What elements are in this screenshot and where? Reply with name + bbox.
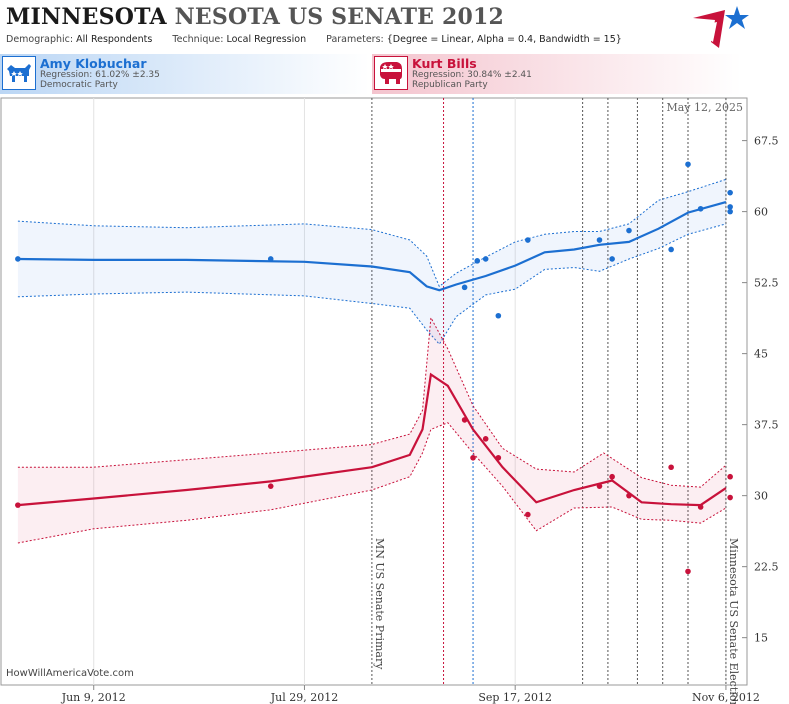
poll-point [727, 494, 733, 501]
candidate-name: Kurt Bills [412, 56, 477, 71]
poll-point [470, 454, 476, 461]
x-tick-label: Jul 29, 2012 [270, 691, 339, 704]
star-flag-logo-icon[interactable] [691, 4, 751, 48]
y-tick-label: 45 [754, 348, 768, 361]
poll-point [697, 504, 704, 510]
y-tick-label: 60 [754, 206, 768, 219]
candidate-bills[interactable]: Kurt Bills Regression: 30.84% ±2.41 Repu… [372, 54, 742, 94]
poll-point [482, 436, 489, 442]
poll-point [697, 205, 704, 212]
poll-point [474, 258, 481, 264]
poll-point [596, 483, 603, 489]
confidence-band [17, 179, 726, 345]
poll-point [495, 312, 502, 319]
poll-point [609, 473, 615, 480]
poll-point [525, 511, 531, 518]
candidate-party: Republican Party [412, 80, 488, 90]
event-label: MN US Senate Primary [373, 538, 386, 670]
watermark: HowWillAmericaVote.com [6, 668, 134, 679]
poll-point [609, 256, 615, 262]
candidate-klobuchar[interactable]: Amy Klobuchar Regression: 61.02% ±2.35 D… [0, 54, 370, 94]
poll-point [626, 227, 632, 234]
candidate-bar: Amy Klobuchar Regression: 61.02% ±2.35 D… [0, 54, 789, 94]
candidate-name: Amy Klobuchar [40, 56, 147, 71]
poll-point [727, 204, 733, 210]
trend-line [17, 372, 727, 507]
plot-frame [0, 97, 748, 686]
y-tick-label: 37.5 [754, 419, 779, 432]
poll-point [668, 246, 674, 253]
candidate-party: Democratic Party [40, 80, 118, 90]
demographic-value: All Respondents [76, 34, 153, 45]
poll-point [685, 568, 691, 575]
parameters-line: Demographic: All Respondents Technique: … [6, 34, 622, 45]
page-title: MINNESOTA NESOTA US SENATE 2012 [6, 4, 504, 30]
poll-point [596, 237, 603, 243]
y-tick-label: 22.5 [754, 561, 779, 574]
header: MINNESOTA NESOTA US SENATE 2012 Demograp… [0, 0, 789, 50]
lower-bound-line [17, 223, 727, 346]
poll-point [685, 161, 691, 168]
title-state: MINNESOTA [6, 4, 167, 30]
poll-point [495, 454, 502, 461]
candidate-regression: Regression: 61.02% ±2.35 [40, 70, 160, 80]
title-race: NESOTA US SENATE 2012 [174, 4, 505, 30]
poll-point [267, 483, 274, 489]
y-tick-label: 67.5 [754, 135, 779, 148]
poll-point [15, 502, 21, 508]
poll-point [15, 256, 21, 262]
technique-value: Local Regression [226, 34, 307, 45]
poll-chart: MN US Senate Primary Minnesota US Senate … [0, 97, 779, 704]
poll-point [482, 256, 489, 262]
x-tick-label: Sep 17, 2012 [478, 691, 552, 704]
upper-bound-line [17, 316, 727, 488]
x-tick-label: Nov 6, 2012 [692, 691, 760, 704]
poll-point [267, 256, 274, 262]
y-tick-label: 30 [754, 490, 768, 503]
donkey-icon [2, 56, 36, 90]
y-tick-label: 52.5 [754, 277, 779, 290]
poll-point [461, 284, 468, 291]
poll-point [727, 473, 733, 480]
poll-point [668, 464, 674, 471]
parameters-label: Parameters: [326, 34, 384, 45]
poll-point [727, 189, 733, 196]
y-tick-label: 15 [754, 632, 768, 645]
technique-label: Technique: [172, 34, 224, 45]
parameters-value: {Degree = Linear, Alpha = 0.4, Bandwidth… [386, 34, 622, 45]
demographic-label: Demographic: [6, 34, 74, 45]
poll-point [525, 237, 531, 243]
poll-point [461, 417, 468, 423]
poll-point [626, 492, 632, 499]
x-tick-label: Jun 9, 2012 [61, 691, 126, 704]
event-label: Minnesota US Senate Election [727, 538, 740, 704]
trend-line [17, 201, 727, 292]
candidate-regression: Regression: 30.84% ±2.41 [412, 70, 532, 80]
elephant-icon [374, 56, 408, 90]
confidence-band [17, 317, 726, 543]
date-stamp: May 12, 2025 [666, 101, 743, 114]
upper-bound-line [17, 178, 727, 288]
poll-point [727, 208, 733, 215]
lower-bound-line [17, 422, 727, 544]
